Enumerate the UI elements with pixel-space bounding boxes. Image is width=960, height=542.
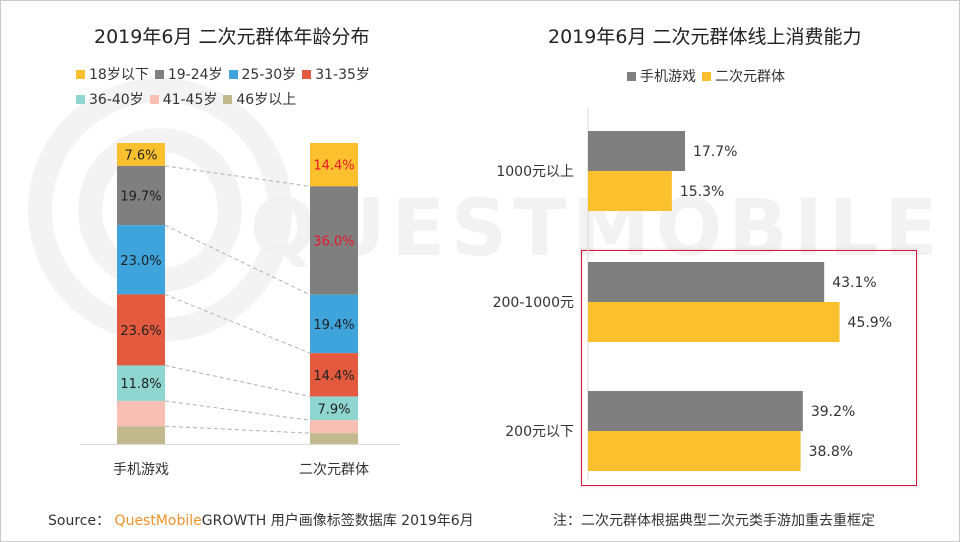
data-label: 15.3% <box>680 184 724 200</box>
legend-label: 46岁以上 <box>236 92 297 108</box>
data-label: 17.7% <box>693 144 737 160</box>
bar <box>588 391 803 431</box>
highlight-box <box>581 250 917 486</box>
source-prefix: Source： <box>48 513 111 529</box>
bar-segment <box>117 294 165 366</box>
legend-label: 25-30岁 <box>241 67 297 83</box>
legend-swatch <box>627 71 636 81</box>
left-chart-legend-row1: 18岁以下 19-24岁 25-30岁 31-35岁 <box>76 64 376 84</box>
data-label: 23.6% <box>120 324 161 339</box>
age-legend-item: 31-35岁 <box>302 64 370 84</box>
bar-segment <box>310 420 358 434</box>
data-label: 43.1% <box>832 275 876 291</box>
legend-swatch <box>149 94 159 104</box>
spending-horizontal-bar-chart: 17.7% 15.3% 1000元以上 43.1% 45.9% 200-1000元 39.2… <box>493 108 892 480</box>
left-chart-title: 2019年6月 二次元群体年龄分布 <box>94 26 370 48</box>
data-label: 36.0% <box>313 235 354 250</box>
category-label: 200元以下 <box>505 424 574 440</box>
right-chart-legend: 手机游戏 二次元群体 <box>627 66 791 86</box>
data-label: 7.6% <box>124 148 157 163</box>
legend-label: 41-45岁 <box>162 92 218 108</box>
legend-label: 36-40岁 <box>89 92 144 108</box>
connector-line <box>164 293 311 354</box>
data-label: 19.7% <box>120 190 161 205</box>
bar <box>588 262 825 302</box>
data-label: 39.2% <box>811 404 855 420</box>
data-label: 14.4% <box>313 159 354 174</box>
bar <box>588 431 801 471</box>
data-label: 7.9% <box>317 402 350 417</box>
bar-segment <box>117 165 165 226</box>
data-label: 14.4% <box>313 369 354 384</box>
legend-label: 手机游戏 <box>640 69 696 85</box>
age-stacked-bar-chart: 7.6% 19.7% 23.0% 23.6% 11.8% 手机游戏 14.4% 36.0% 19… <box>80 143 400 478</box>
bar-segment <box>310 396 358 421</box>
legend-label: 19-24岁 <box>167 67 223 83</box>
connector-line <box>164 400 311 421</box>
bar-segment <box>117 400 165 427</box>
age-legend-item: 41-45岁 <box>149 89 218 109</box>
questmobile-brand: QuestMobile <box>114 513 202 529</box>
data-label: 11.8% <box>120 377 161 392</box>
age-legend-item: 19-24岁 <box>154 64 223 84</box>
category-label: 200-1000元 <box>493 295 574 311</box>
bar <box>588 131 685 171</box>
bar-segment <box>310 353 358 397</box>
bar-segment <box>310 294 358 354</box>
category-label: 1000元以上 <box>496 164 574 180</box>
legend-swatch <box>228 69 238 79</box>
legend-swatch <box>302 69 312 79</box>
bar-segment <box>310 433 358 444</box>
legend-swatch <box>223 94 233 104</box>
data-label: 38.8% <box>809 444 853 460</box>
data-label: 45.9% <box>848 315 892 331</box>
spend-legend-item: 二次元群体 <box>702 66 785 86</box>
age-legend-item: 36-40岁 <box>76 89 144 109</box>
bar-segment <box>117 225 165 295</box>
left-chart-legend-row2: 36-40岁 41-45岁 46岁以上 <box>76 89 302 109</box>
category-label: 二次元群体 <box>299 462 369 478</box>
legend-swatch <box>702 71 711 81</box>
bar <box>588 302 840 342</box>
spend-legend-item: 手机游戏 <box>627 66 696 86</box>
bar <box>588 171 672 211</box>
data-label: 19.4% <box>313 318 354 333</box>
bar-segment <box>310 143 358 187</box>
age-legend-item: 46岁以上 <box>223 89 296 109</box>
legend-swatch <box>76 94 85 104</box>
footnote: 注：二次元群体根据典型二次元类手游加重去重框定 <box>553 513 875 529</box>
connector-line <box>164 364 311 397</box>
connector-line <box>164 224 311 296</box>
legend-label: 31-35岁 <box>315 67 370 83</box>
right-chart-title: 2019年6月 二次元群体线上消费能力 <box>548 26 862 48</box>
legend-label: 18岁以下 <box>89 67 149 83</box>
legend-label: 二次元群体 <box>715 69 785 85</box>
bar-segment <box>117 365 165 401</box>
category-label: 手机游戏 <box>113 462 169 478</box>
connector-line <box>164 165 311 187</box>
age-legend-item: 18岁以下 <box>76 64 149 84</box>
age-legend-item: 25-30岁 <box>228 64 297 84</box>
bar-segment <box>117 426 165 444</box>
data-label: 23.0% <box>120 254 161 269</box>
source-note: Source： QuestMobileGROWTH 用户画像标签数据库 2019… <box>48 510 474 530</box>
bar-segment <box>310 186 358 295</box>
legend-swatch <box>76 69 85 79</box>
legend-swatch <box>154 69 164 79</box>
connector-line <box>164 425 311 434</box>
source-text: GROWTH 用户画像标签数据库 2019年6月 <box>201 513 474 529</box>
bar-segment <box>117 143 165 166</box>
